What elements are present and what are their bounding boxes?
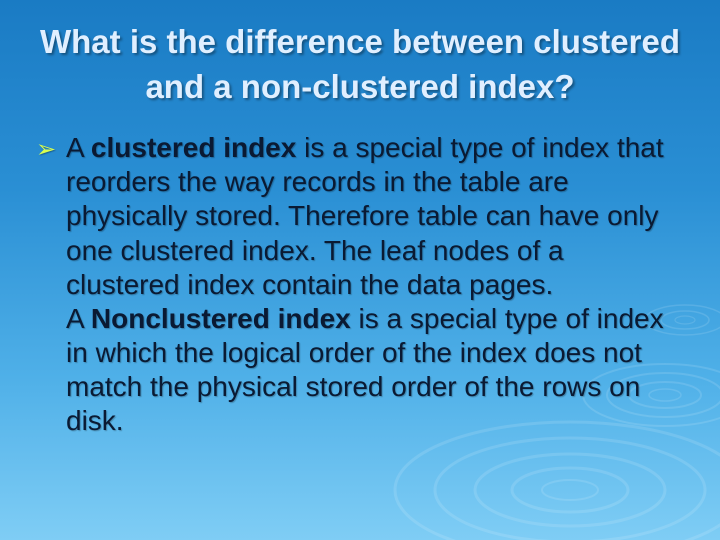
body-bold-2: Nonclustered index (91, 303, 351, 334)
body-text-1: A (66, 132, 91, 163)
body-paragraph: A clustered index is a special type of i… (66, 131, 684, 438)
bullet-marker-icon: ➢ (36, 135, 56, 164)
slide: What is the difference between clustered… (0, 0, 720, 540)
slide-title: What is the difference between clustered… (36, 20, 684, 109)
slide-body: ➢ A clustered index is a special type of… (36, 131, 684, 438)
body-text-3: A (66, 303, 91, 334)
body-bold-1: clustered index (91, 132, 296, 163)
